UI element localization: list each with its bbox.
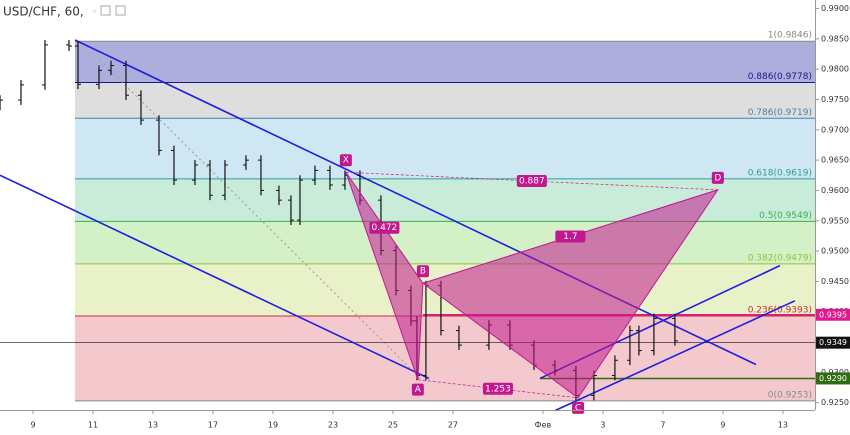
point-box	[411, 383, 424, 396]
y-tick-label: 0.9800	[821, 65, 849, 74]
price-box-label: 0.9290	[819, 374, 847, 383]
point-label: X	[343, 156, 349, 166]
y-tick-label: 0.9850	[821, 34, 849, 43]
fib-band	[74, 315, 816, 401]
x-tick-label: 7	[660, 421, 665, 430]
y-tick-label: 0.9750	[821, 95, 849, 104]
y-tick-label: 0.9500	[821, 247, 849, 256]
y-tick-label: 0.9550	[821, 216, 849, 225]
fib-label: 0.886(0.9778)	[748, 72, 812, 82]
fib-band	[74, 82, 816, 119]
price-box-label: 0.9395	[819, 310, 847, 319]
y-tick-label: 0.9600	[821, 186, 849, 195]
y-tick-label: 0.9450	[821, 277, 849, 286]
x-tick-label: 23	[328, 421, 338, 430]
x-tick-label: 11	[88, 421, 98, 430]
x-tick-label: Фев	[535, 421, 552, 430]
point-label: B	[420, 267, 426, 277]
x-tick-label: 9	[30, 421, 35, 430]
ratio-box	[482, 382, 513, 395]
fib-band	[74, 41, 816, 83]
fib-label: 0(0.9253)	[768, 390, 812, 400]
price-box	[816, 336, 850, 349]
y-tick-label: 0.9250	[821, 398, 849, 407]
y-tick-label: 0.9650	[821, 156, 849, 165]
price-box	[816, 372, 850, 385]
point-box	[711, 171, 724, 184]
ratio-box	[555, 230, 586, 243]
trend-line	[0, 174, 430, 380]
ratio-line	[422, 189, 718, 284]
point-box	[339, 154, 352, 167]
y-tick-label: 0.9700	[821, 125, 849, 134]
trend-line	[554, 300, 796, 412]
x-tick-label: 13	[148, 421, 158, 430]
ratio-label: 1.7	[563, 232, 577, 242]
icon[interactable]	[115, 5, 126, 16]
x-tick-label: 19	[268, 421, 278, 430]
chart-title: USD/CHF, 60,	[3, 5, 84, 19]
ratio-label: 0.472	[372, 223, 398, 233]
icon[interactable]: ◦	[91, 5, 98, 18]
x-tick-label: 27	[448, 421, 458, 430]
point-label: A	[415, 385, 422, 395]
trend-line	[74, 39, 757, 366]
ratio-box	[369, 221, 400, 234]
fib-band	[74, 221, 816, 264]
x-tick-label: 17	[208, 421, 218, 430]
plot: 1(0.9846) 0.886(0.9778) 0.786(0.9719) 0.618…	[0, 31, 816, 414]
fib-label: 0.382(0.9479)	[748, 253, 812, 263]
x-tick-label: 13	[778, 421, 788, 430]
icon[interactable]	[100, 5, 111, 16]
y-tick-label: 0.9900	[821, 4, 849, 13]
x-tick-label: 9	[720, 421, 725, 430]
guide	[99, 59, 421, 379]
fib-band	[74, 118, 816, 179]
fib-label: 0.786(0.9719)	[748, 108, 812, 118]
point-box	[416, 265, 429, 278]
point-label: C	[575, 403, 581, 413]
x-tick-label: 3	[600, 421, 605, 430]
fib-label: 0.236(0.9393)	[748, 305, 812, 315]
fib-label: 0.618(0.9619)	[748, 168, 812, 178]
ratio-box	[516, 175, 547, 188]
price-box	[816, 308, 850, 321]
fib-label: 0.5(0.9549)	[759, 211, 812, 221]
fib-label: 1(0.9846)	[768, 31, 812, 41]
price-box-label: 0.9349	[819, 338, 847, 347]
point-label: D	[714, 173, 721, 183]
ratio-label: 1.253	[485, 384, 511, 394]
y-tick-label: 0.9300	[821, 368, 849, 377]
ratio-label: 0.887	[519, 177, 545, 187]
x-tick-label: 25	[388, 421, 398, 430]
